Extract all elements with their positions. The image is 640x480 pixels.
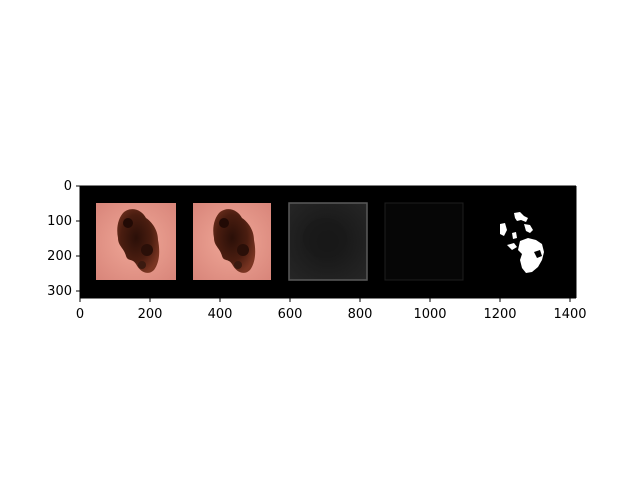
y-tick-label: 300 [47,284,72,299]
y-axis: 0 100 200 300 [47,179,80,299]
panel-feature-map-1 [288,202,368,281]
y-tick-label: 100 [47,214,72,229]
panel-feature-map-2 [384,202,464,281]
x-tick-label: 600 [278,307,303,322]
axes-frame [79,185,577,299]
x-tick-label: 1400 [553,307,586,322]
x-tick-label: 0 [76,307,84,322]
x-tick-label: 1200 [483,307,516,322]
x-tick-label: 800 [348,307,373,322]
panel-lesion-1 [96,203,176,280]
x-tick-label: 1000 [413,307,446,322]
x-axis: 0 200 400 600 800 1000 1200 1400 [76,298,587,322]
y-tick-label: 200 [47,249,72,264]
panel-segmentation-mask [500,212,544,273]
x-tick-label: 200 [138,307,163,322]
x-tick-label: 400 [208,307,233,322]
panel-lesion-2 [193,203,271,280]
y-tick-label: 0 [64,179,72,194]
